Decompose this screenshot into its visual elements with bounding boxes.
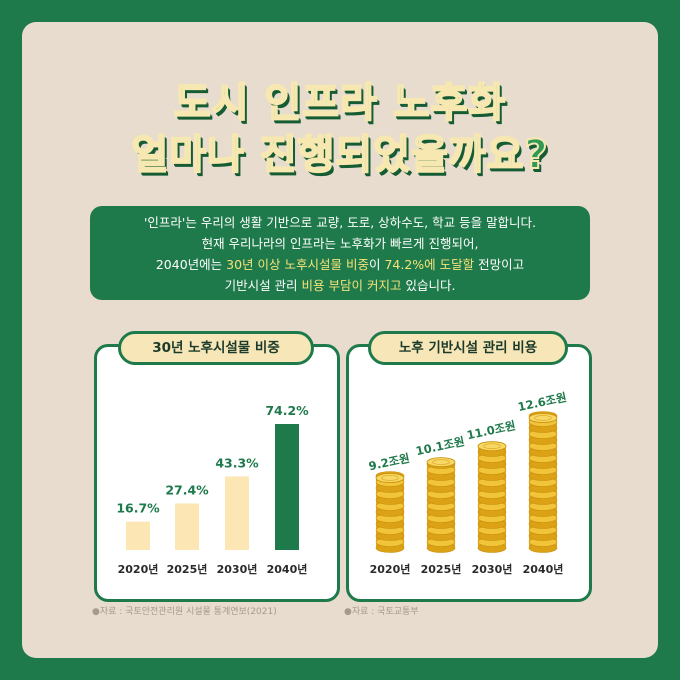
maintenance-cost-chart: 9.2조원 2020년 10.1조원 2025년 11.0조원 2030년 12.6조원 20… <box>367 390 567 576</box>
cost-value-label-2: 11.0조원 <box>465 418 516 442</box>
aging-ratio-chart-title: 30년 노후시설물 비중 <box>118 331 314 365</box>
coin-stack-1 <box>426 457 456 553</box>
coin-stack-2 <box>477 441 507 553</box>
cost-category-label-1: 2025년 <box>421 562 462 576</box>
source-note-1: ●자료 : 국토안전관리원 시설물 통계연보(2021) <box>92 607 277 617</box>
aging-value-label-0: 16.7% <box>116 501 160 516</box>
aging-bar-1 <box>175 503 199 550</box>
cost-category-label-2: 2030년 <box>472 562 513 576</box>
description-line3: 2040년에는 30년 이상 노후시설물 비중이 74.2%에 도달할 전망이고 <box>155 257 525 272</box>
source-note-2: ●자료 : 국토교통부 <box>344 607 419 617</box>
aging-bar-0 <box>126 521 150 550</box>
aging-ratio-chart: 16.7% 2020년 27.4% 2025년 43.3% 2030년 74.2% 2040년 <box>116 403 309 576</box>
aging-bar-3 <box>275 424 299 550</box>
cost-category-label-3: 2040년 <box>523 562 564 576</box>
coin-stack-3 <box>528 411 558 553</box>
cost-value-label-3: 12.6조원 <box>516 390 567 414</box>
aging-category-label-1: 2025년 <box>167 562 208 576</box>
cost-value-label-0: 9.2조원 <box>367 451 411 473</box>
description-line4: 기반시설 관리 비용 부담이 커지고 있습니다. <box>224 278 456 293</box>
description-line1: '인프라'는 우리의 생활 기반으로 교량, 도로, 상하수도, 학교 등을 말… <box>143 215 537 230</box>
page-title-line1: 도시 인프라 노후화 <box>173 79 507 127</box>
aging-category-label-3: 2040년 <box>267 562 308 576</box>
description-line2: 현재 우리나라의 인프라는 노후화가 빠르게 진행되어, <box>201 236 479 251</box>
cost-category-label-0: 2020년 <box>370 562 411 576</box>
aging-category-label-0: 2020년 <box>118 562 159 576</box>
aging-value-label-1: 27.4% <box>165 482 209 497</box>
aging-value-label-3: 74.2% <box>265 403 309 418</box>
description-box: '인프라'는 우리의 생활 기반으로 교량, 도로, 상하수도, 학교 등을 말… <box>90 206 590 300</box>
coin-stack-0 <box>375 471 405 553</box>
page-title-line2: 얼마나 진행되었을까요? <box>130 131 549 179</box>
aging-value-label-2: 43.3% <box>215 455 259 470</box>
aging-category-label-2: 2030년 <box>217 562 258 576</box>
aging-bar-2 <box>225 476 249 550</box>
maintenance-cost-chart-title: 노후 기반시설 관리 비용 <box>368 331 568 365</box>
cost-value-label-1: 10.1조원 <box>414 434 465 458</box>
